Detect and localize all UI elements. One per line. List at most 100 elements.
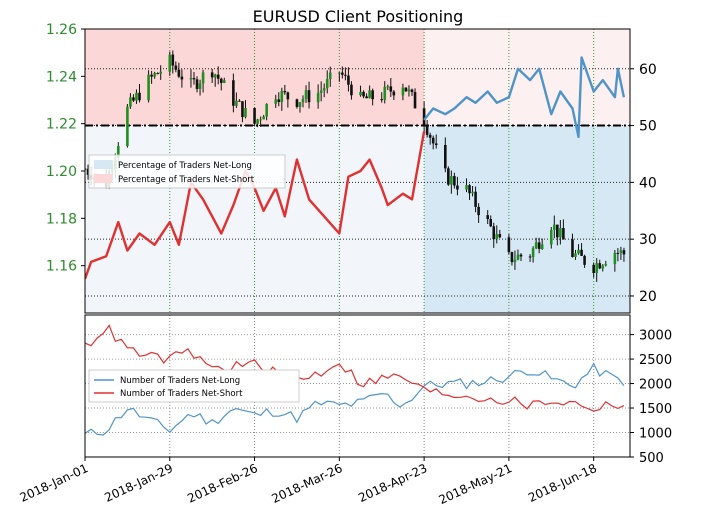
price-candle-body — [531, 248, 535, 257]
price-candle-body — [595, 263, 598, 274]
price-candle-body — [156, 73, 159, 75]
price-candle-body — [489, 219, 493, 227]
count-net-long-line — [85, 362, 625, 436]
price-candle-body — [465, 185, 468, 190]
price-candle-body — [319, 90, 323, 93]
price-candle-body — [510, 252, 514, 263]
price-tick-label: 1.18 — [46, 211, 77, 227]
price-candle-body — [147, 74, 150, 101]
price-candle-body — [85, 168, 87, 170]
price-candle-body — [298, 102, 302, 107]
price-tick-label: 1.26 — [46, 22, 77, 38]
price-candle-body — [549, 229, 553, 245]
count-net-short-line — [85, 324, 625, 412]
price-candle-body — [201, 72, 205, 84]
percentage-tick-label: 60 — [639, 62, 657, 78]
price-candle-body — [307, 90, 311, 103]
price-candle-body — [410, 89, 414, 93]
bottom-panel-frame — [84, 314, 631, 458]
price-candle-body — [389, 86, 393, 92]
price-candle-body — [259, 119, 262, 121]
price-candle-body — [262, 116, 265, 120]
price-candle-body — [213, 74, 217, 78]
percentage-tick-label: 20 — [639, 289, 657, 305]
price-candle-body — [456, 185, 459, 190]
price-candle-body — [574, 253, 577, 257]
price-candle-body — [295, 99, 299, 107]
price-candle-body — [450, 176, 453, 185]
price-candle-body — [392, 91, 396, 96]
top-legend-box — [88, 154, 286, 189]
price-candle-body — [153, 73, 156, 77]
price-candle-body — [495, 234, 499, 240]
price-candle-body — [619, 250, 623, 253]
price-candle-body — [559, 228, 562, 238]
price-candle-body — [304, 90, 308, 99]
price-candle-body — [447, 168, 450, 185]
percentage-axis-right: 20 30 40 50 60 — [630, 62, 657, 305]
price-candle-body — [425, 125, 429, 135]
price-candle-body — [132, 97, 135, 101]
count-axis-right: 500 1000 1500 2000 2500 3000 — [630, 329, 672, 466]
price-candle-body — [492, 226, 496, 240]
legend-label-traders-net-long: Number of Traders Net-Long — [120, 376, 240, 386]
price-candle-body — [513, 259, 517, 263]
price-candle-body — [210, 72, 214, 78]
price-candle-body — [216, 74, 220, 79]
price-candle-body — [192, 78, 196, 80]
price-candle-body — [256, 119, 259, 124]
price-candle-body — [431, 137, 435, 144]
legend-swatch-net-short — [94, 174, 112, 183]
price-candle-body — [386, 86, 390, 88]
price-candle-body — [422, 108, 426, 126]
price-candle-body — [265, 104, 268, 117]
price-candle-body — [277, 99, 281, 103]
price-candle-body — [286, 92, 290, 100]
price-candle-body — [528, 256, 532, 258]
price-candle-body — [129, 97, 132, 107]
price-candle-body — [428, 134, 432, 138]
price-candle-body — [222, 80, 226, 83]
price-candle-body — [601, 265, 605, 269]
percentage-lines — [85, 56, 626, 280]
price-candle-body — [477, 206, 480, 216]
price-candle-body — [613, 252, 617, 264]
count-tick-label: 1000 — [639, 427, 672, 442]
price-candle-body — [301, 98, 305, 103]
price-candle-body — [138, 92, 141, 101]
price-tick-label: 1.16 — [46, 259, 77, 275]
count-tick-label: 2000 — [639, 378, 672, 393]
price-candle-body — [598, 263, 602, 269]
price-candle-body — [347, 75, 350, 85]
percentage-tick-label: 40 — [639, 175, 657, 191]
price-candle-body — [338, 72, 341, 74]
price-candle-body — [362, 91, 365, 97]
price-candle-body — [180, 76, 184, 80]
price-candle-body — [219, 78, 223, 83]
price-candle-body — [280, 90, 284, 103]
price-candle-body — [534, 242, 538, 249]
percent-net-short-line — [85, 130, 426, 280]
price-candle-body — [371, 90, 374, 100]
price-candle-body — [556, 224, 559, 238]
price-candle-body — [359, 91, 362, 96]
price-candle-body — [404, 87, 408, 92]
price-candle-body — [434, 143, 438, 145]
price-candle-body — [474, 191, 477, 207]
top-legend: Percentage of Traders Net-Long Percentag… — [88, 154, 286, 189]
price-candle-body — [238, 100, 241, 102]
price-candle-body — [174, 65, 178, 70]
price-candle-body — [350, 84, 353, 96]
price-candle-body — [444, 144, 447, 169]
price-candle-body — [253, 108, 256, 124]
price-candle-body — [413, 92, 417, 109]
chart-title: EURUSD Client Positioning — [253, 7, 464, 26]
price-candle-body — [316, 92, 320, 103]
price-candle-body — [135, 92, 138, 101]
price-candle-body — [383, 86, 387, 100]
price-candle-body — [471, 191, 474, 194]
count-lines — [85, 324, 625, 436]
price-candle-body — [328, 72, 332, 80]
count-tick-label: 1500 — [639, 402, 672, 417]
